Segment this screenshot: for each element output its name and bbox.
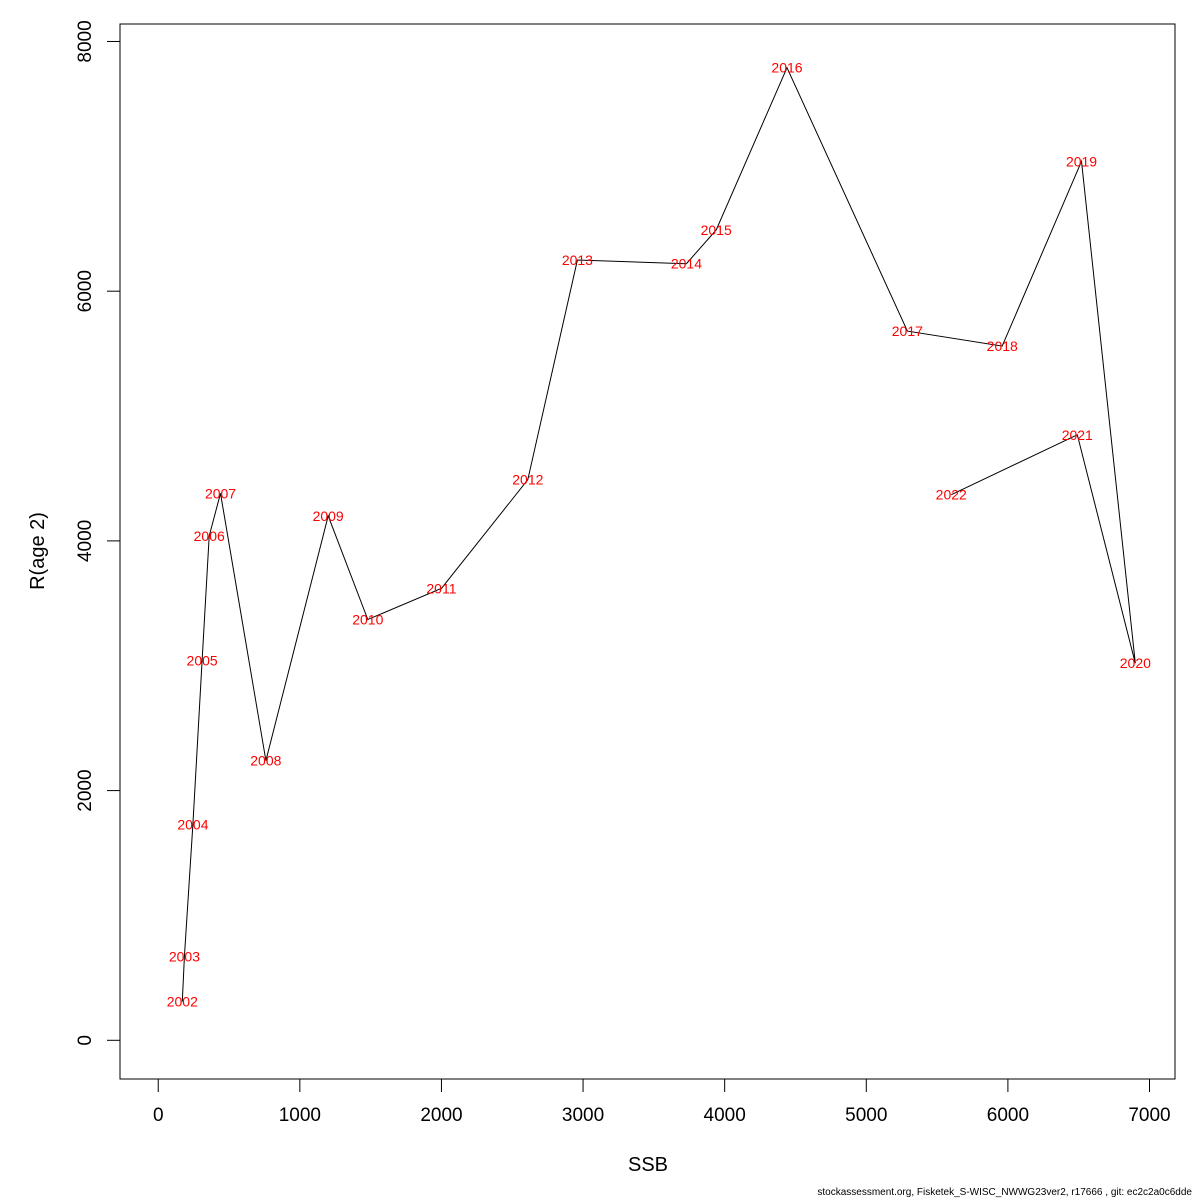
point-label-2018: 2018 bbox=[987, 338, 1018, 354]
x-axis: 0 1000 2000 3000 4000 5000 6000 7000 bbox=[153, 1078, 1171, 1126]
y-tick-label: 6000 bbox=[75, 270, 96, 312]
point-label-2019: 2019 bbox=[1066, 153, 1097, 169]
y-tick-label: 2000 bbox=[75, 769, 96, 811]
point-label-2020: 2020 bbox=[1120, 655, 1151, 671]
point-label-2004: 2004 bbox=[177, 816, 208, 832]
point-label-2016: 2016 bbox=[771, 60, 802, 76]
point-label-2011: 2011 bbox=[426, 580, 456, 596]
x-tick-label: 1000 bbox=[279, 1105, 321, 1126]
point-label-2005: 2005 bbox=[187, 653, 218, 669]
x-tick-label: 5000 bbox=[845, 1105, 887, 1126]
point-label-2022: 2022 bbox=[936, 487, 967, 503]
x-tick-label: 2000 bbox=[420, 1105, 462, 1126]
point-label-2013: 2013 bbox=[562, 252, 593, 268]
point-label-2014: 2014 bbox=[671, 256, 702, 272]
y-axis: 0 2000 4000 6000 8000 bbox=[75, 20, 121, 1046]
point-label-2002: 2002 bbox=[167, 994, 198, 1010]
x-tick-label: 6000 bbox=[987, 1105, 1029, 1126]
x-tick-label: 3000 bbox=[562, 1105, 604, 1126]
x-axis-title: SSB bbox=[628, 1154, 668, 1176]
point-label-2003: 2003 bbox=[169, 949, 200, 965]
point-label-2008: 2008 bbox=[250, 753, 281, 769]
year-labels: 2002 2003 2004 2005 2006 2007 2008 2009 2010 2011… bbox=[167, 60, 1151, 1010]
x-tick-label: 7000 bbox=[1128, 1105, 1170, 1126]
point-label-2012: 2012 bbox=[512, 472, 543, 488]
point-label-2017: 2017 bbox=[892, 323, 923, 339]
y-tick-label: 0 bbox=[75, 1035, 96, 1046]
y-tick-label: 4000 bbox=[75, 520, 96, 562]
point-label-2021: 2021 bbox=[1062, 427, 1093, 443]
footer-credit: stockassessment.org, Fisketek_S-WISC_NWW… bbox=[817, 1187, 1192, 1198]
point-label-2007: 2007 bbox=[205, 485, 236, 501]
point-label-2015: 2015 bbox=[701, 222, 732, 238]
point-label-2009: 2009 bbox=[313, 508, 344, 524]
x-tick-label: 0 bbox=[153, 1105, 164, 1126]
y-tick-label: 8000 bbox=[75, 20, 96, 62]
x-tick-label: 4000 bbox=[704, 1105, 746, 1126]
sr-series-line bbox=[181, 66, 1136, 1002]
point-label-2010: 2010 bbox=[352, 612, 383, 628]
plot-frame bbox=[119, 23, 1176, 1080]
point-label-2006: 2006 bbox=[194, 528, 225, 544]
y-axis-title: R(age 2) bbox=[27, 512, 49, 590]
